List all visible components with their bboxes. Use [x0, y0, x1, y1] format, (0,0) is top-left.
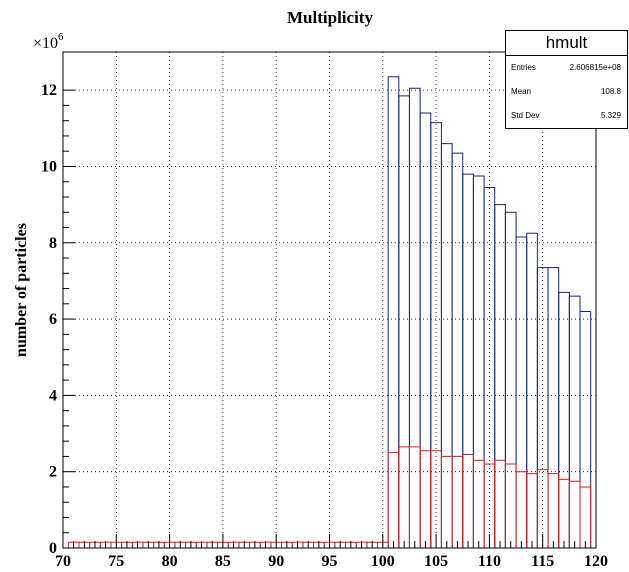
- bar: [451, 455, 464, 548]
- x-tick-label: 95: [322, 553, 338, 570]
- axes-layer: 70 75 80 85 90 95 100 105 110 115 120 0 2 4 6 8 10 12: [41, 82, 608, 570]
- bar: [483, 186, 496, 548]
- bar: [472, 175, 485, 548]
- bar: [398, 446, 410, 548]
- bar: [515, 471, 528, 548]
- y-tick-label: 12: [41, 82, 57, 99]
- bar: [579, 486, 592, 548]
- stats-label: Mean: [511, 87, 532, 96]
- bar: [440, 455, 453, 548]
- bar: [547, 473, 560, 548]
- x-tick-label: 105: [424, 553, 448, 570]
- bar: [451, 152, 464, 548]
- x-tick-label: 80: [162, 553, 178, 570]
- bar: [526, 473, 538, 548]
- bar: [579, 310, 592, 548]
- bar: [568, 480, 581, 548]
- bar: [398, 95, 410, 548]
- x-tick-label: 110: [478, 553, 501, 570]
- x-tick-label: 85: [215, 553, 231, 570]
- stats-row-stddev: Std Dev 5.329: [506, 104, 627, 128]
- x-tick-label: 75: [108, 553, 124, 570]
- stats-value: 2.606815e+08: [569, 63, 621, 72]
- bar: [462, 454, 474, 548]
- y-multiplier-exponent: 6: [58, 31, 64, 43]
- stats-row-mean: Mean 108.8: [506, 80, 627, 104]
- bar: [430, 450, 442, 548]
- bar: [440, 143, 453, 548]
- bar: [568, 295, 581, 548]
- bar: [408, 87, 421, 548]
- y-tick-label: 8: [49, 235, 57, 252]
- bar: [526, 232, 538, 548]
- y-tick-label: 4: [49, 387, 57, 404]
- series-group: [387, 446, 592, 548]
- series-group: [387, 76, 592, 548]
- bar: [558, 291, 570, 548]
- bar: [462, 173, 474, 548]
- bar: [494, 204, 506, 548]
- stats-label: Std Dev: [511, 111, 540, 120]
- stats-value: 5.329: [600, 111, 621, 120]
- x-tick-label: 70: [55, 553, 71, 570]
- x-tick-label: 115: [531, 553, 554, 570]
- stats-box: hmult Entries 2.606815e+08 Mean 108.8 St…: [505, 30, 628, 129]
- y-axis-multiplier: ×106: [33, 31, 64, 52]
- bar: [419, 112, 432, 548]
- bar: [515, 236, 528, 548]
- x-tick-label: 100: [371, 553, 395, 570]
- y-tick-label: 6: [49, 311, 57, 328]
- stats-histogram-name: hmult: [506, 31, 627, 56]
- y-tick-label: 2: [49, 464, 57, 481]
- y-axis-label: number of particles: [13, 223, 30, 357]
- y-tick-label: 0: [49, 540, 57, 557]
- bar: [504, 463, 517, 548]
- bar: [472, 459, 485, 548]
- bar: [494, 459, 506, 548]
- stats-row-entries: Entries 2.606815e+08: [506, 56, 627, 80]
- bar: [547, 267, 560, 548]
- stats-label: Entries: [511, 63, 536, 72]
- x-tick-label: 120: [584, 553, 608, 570]
- bar: [408, 446, 421, 548]
- x-tick-label: 90: [268, 553, 284, 570]
- bar: [558, 478, 570, 548]
- bar: [504, 211, 517, 548]
- y-multiplier-base: ×10: [33, 35, 58, 52]
- chart-title: Multiplicity: [287, 8, 373, 27]
- bar: [387, 452, 400, 548]
- stats-value: 108.8: [600, 87, 621, 96]
- y-tick-label: 10: [41, 158, 57, 175]
- bar: [419, 450, 432, 548]
- bars-layer: [67, 76, 592, 548]
- grid-layer: [63, 52, 596, 548]
- bar: [536, 267, 549, 548]
- bar: [387, 76, 400, 548]
